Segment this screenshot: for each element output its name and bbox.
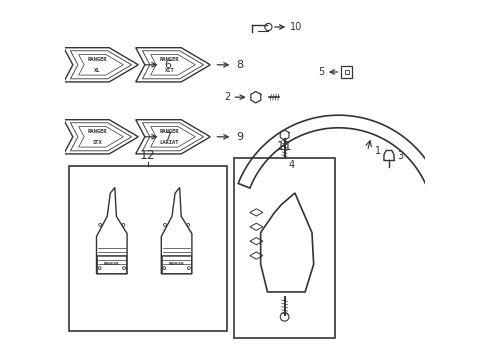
Text: RANGER: RANGER — [88, 129, 107, 134]
Text: 12: 12 — [140, 149, 156, 162]
Bar — [69, 166, 227, 331]
Text: 10: 10 — [290, 22, 302, 32]
Text: 9: 9 — [236, 132, 243, 142]
Bar — [162, 256, 191, 273]
Text: STX: STX — [93, 140, 102, 145]
Text: 4: 4 — [289, 160, 295, 170]
Text: 5: 5 — [318, 67, 324, 77]
Text: LARIAT: LARIAT — [160, 140, 179, 145]
Text: 7: 7 — [164, 132, 171, 142]
Text: RANGER: RANGER — [160, 129, 179, 134]
Text: 11: 11 — [277, 140, 293, 153]
Text: 1: 1 — [374, 146, 381, 156]
Text: RANGER: RANGER — [160, 57, 179, 62]
Text: RANGER: RANGER — [169, 262, 184, 266]
Bar — [97, 256, 126, 273]
Text: 3: 3 — [397, 150, 403, 161]
Bar — [345, 70, 349, 74]
Bar — [234, 158, 335, 338]
Text: 8: 8 — [236, 60, 243, 70]
Text: 2: 2 — [224, 92, 231, 102]
Text: 6: 6 — [164, 60, 171, 70]
Text: XCT: XCT — [165, 68, 174, 73]
Bar — [342, 66, 352, 78]
Text: RANGER: RANGER — [104, 262, 120, 266]
Text: RANGER: RANGER — [88, 57, 107, 62]
Text: XL: XL — [94, 68, 100, 73]
